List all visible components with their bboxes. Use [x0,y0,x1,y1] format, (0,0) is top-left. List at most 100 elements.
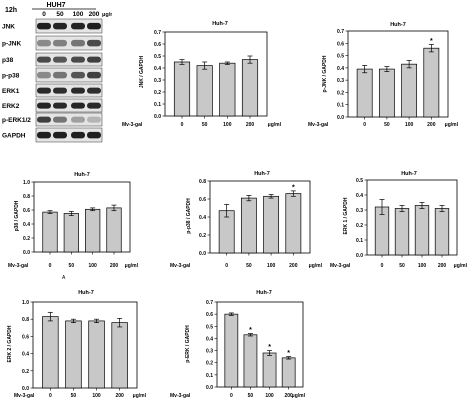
blot-strip [35,18,103,34]
x-tick-label: 200 [438,263,447,269]
data-bar [414,205,430,256]
blot-cell-line: HUH7 [46,2,65,9]
blot-band [37,102,51,109]
y-tick-label: 0.2 [337,90,344,96]
unit-label: μg/ml [454,263,468,269]
x-tick-label: 50 [384,122,390,128]
blot-row-label: p-JNK [2,41,21,48]
x-tick-label: 0 [381,263,384,269]
blot-dose-label: 0 [42,11,46,18]
blot-strip [35,52,103,67]
blot-row-label: p38 [2,57,14,64]
unit-label: μg/ml [292,393,306,399]
data-bar [196,65,213,117]
y-tick-label: 0.4 [199,215,206,221]
blot-strip [35,112,103,127]
bar-chart-4: 0.0 0.2 0.4 0.6 0.8 0 50 100 * 200 Huh-7 p-p38 / GA… [170,171,323,269]
y-tick-label: 0.1 [337,103,344,109]
x-tick-label: 100 [267,263,276,269]
x-tick-label: 50 [71,393,77,399]
y-axis-label: p38 / GAPDH [14,200,20,231]
treatment-label: Mv-3-gal [170,263,191,269]
treatment-label: Mv-3-gal [122,122,143,128]
data-bar [434,208,450,256]
chart-title: Huh-7 [212,21,228,27]
y-tick-label: 0.4 [206,336,213,342]
data-bar [88,320,105,389]
treatment-label: Mv-3-gal [14,393,35,399]
data-bar [224,313,239,388]
y-tick-label: 0.6 [206,312,213,318]
significance-marker: * [249,327,252,334]
x-tick-label: 200 [115,393,124,399]
y-tick-label: 0.4 [22,352,29,358]
chart-frame [216,301,304,388]
blot-dose-label: 50 [56,11,64,18]
data-bar [219,62,236,117]
x-tick-label: 50 [202,122,208,128]
x-tick-label: 100 [88,263,97,269]
chart-title: Huh-7 [254,171,270,177]
chart-title: Huh-7 [256,290,272,296]
data-bar [262,352,277,388]
y-axis-label: p-p38 / GAPDH [186,198,192,234]
blot-band [87,71,101,79]
blot-strip [35,98,103,113]
x-tick-label: 0 [225,263,228,269]
y-tick-label: 0.0 [356,253,363,259]
treatment-label: Mv-3-gal [308,122,329,128]
significance-marker: * [268,344,271,351]
treatment-label: Mv-3-gal [8,263,29,269]
y-axis-label: p-JNK / GAPDH [322,55,328,92]
data-bar [173,61,191,117]
y-tick-label: 0.0 [22,386,29,392]
blot-band [71,87,85,94]
data-bar [401,63,418,118]
blot-strip [35,127,103,143]
y-tick-label: 0.5 [356,178,363,184]
chart-frame [347,30,449,118]
data-bar [243,334,258,388]
blot-strip [35,35,103,51]
x-tick-label: 200 [284,393,293,399]
blot-band [71,131,85,139]
bar-chart-6: 0.0 0.2 0.4 0.6 0.8 1.0 0 50 100 200 Huh-7 ERK 2 / … [7,290,147,399]
blot-band [87,102,101,109]
x-tick-label: 0 [181,122,184,128]
blot-row-label: ERK1 [2,88,20,95]
x-tick-label: 100 [265,393,274,399]
data-bar [42,211,58,253]
blot-band [53,102,67,109]
x-tick-label: 200 [427,122,436,128]
chart-title: Huh-7 [390,22,406,28]
bar-chart-7: 0.0 0.1 0.2 0.3 0.4 0.5 0.6 0.7 0 * 50 * 100 * 200 Huh-… [170,290,306,399]
blot-band [37,39,51,47]
bar-chart-2: 0.0 0.1 0.2 0.3 0.4 0.5 0.6 0.7 0 50 100 * 200 Huh-7 p… [308,22,459,128]
blot-band [71,102,85,109]
x-tick-label: 200 [110,263,119,269]
data-bar [423,47,440,118]
blot-row-label: ERK2 [2,103,20,110]
blot-unit-label: μg/ml [102,12,112,18]
chart-frame [33,181,131,253]
y-tick-label: 0.7 [154,30,161,36]
y-tick-label: 0.2 [154,90,161,96]
data-bar [263,195,280,254]
y-tick-label: 0.0 [199,251,206,257]
x-tick-label: 0 [230,393,233,399]
blot-band [71,56,85,63]
blot-band [53,87,67,94]
data-bar [281,357,296,388]
bar-chart-3: 0.0 0.2 0.4 0.6 0.8 1.0 0 50 100 200 Huh-7 p38 / GA… [8,172,139,281]
blot-band [87,87,101,94]
significance-marker: * [292,184,295,191]
y-tick-label: 0.7 [206,300,213,306]
data-bar [285,193,302,254]
x-tick-label: 50 [248,393,254,399]
significance-marker: * [430,38,433,45]
data-bar [356,68,373,118]
y-tick-label: 0.5 [206,324,213,330]
y-tick-label: 0.3 [337,78,344,84]
y-tick-label: 0.4 [337,66,344,72]
data-bar [42,316,59,389]
